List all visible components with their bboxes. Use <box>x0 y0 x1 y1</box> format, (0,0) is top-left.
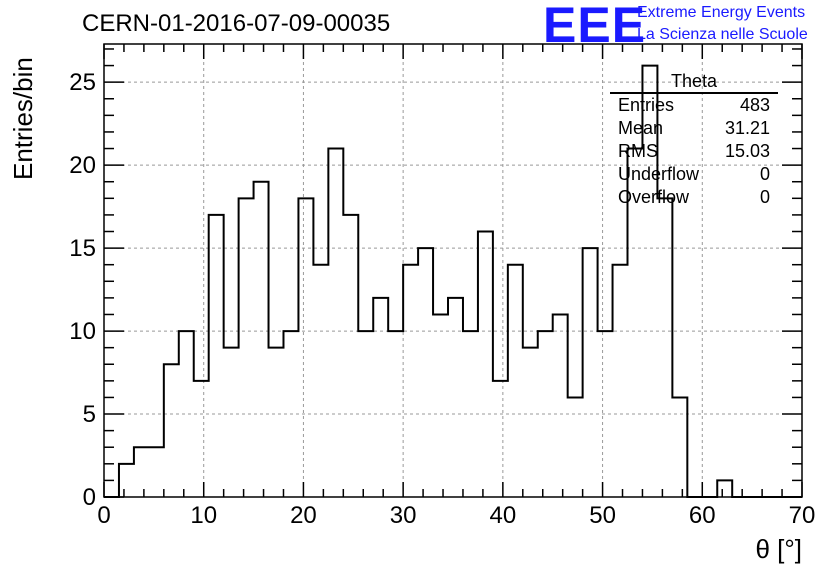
histogram-bin <box>343 215 358 497</box>
x-tick-label: 30 <box>390 502 417 529</box>
logo-line-2: La Scienza nelle Scuole <box>637 26 808 43</box>
x-tick-label: 50 <box>589 502 616 529</box>
y-axis-label: Entries/bin <box>8 57 38 180</box>
eee-logo-mark: EEE <box>543 0 647 53</box>
histogram-bin <box>493 381 508 497</box>
histogram-step-line <box>104 64 802 498</box>
histogram-bin <box>433 314 448 497</box>
histogram-bin <box>508 265 523 497</box>
chart-title: CERN-01-2016-07-09-00035 <box>82 10 391 37</box>
stats-value: 31.21 <box>724 118 770 138</box>
histogram-bin <box>538 331 553 497</box>
histogram-bin <box>717 480 732 497</box>
histogram-bin <box>313 265 328 497</box>
histogram-bin <box>403 265 418 497</box>
y-tick-label: 5 <box>83 401 96 428</box>
histogram-bin <box>583 248 598 497</box>
stats-label: Overflow <box>618 187 690 207</box>
histogram-bin <box>598 331 613 497</box>
plot-frame <box>103 43 803 498</box>
x-axis-label: θ [°] <box>755 534 802 564</box>
histogram-bin <box>134 447 149 497</box>
logo-line-1: Extreme Energy Events <box>637 4 806 21</box>
histogram-bin <box>613 265 628 497</box>
stats-row-mean: Mean 31.21 <box>610 117 778 140</box>
histogram-bin <box>358 331 373 497</box>
histogram-bin <box>179 331 194 497</box>
x-tick-label: 70 <box>789 502 816 529</box>
stats-row-underflow: Underflow 0 <box>610 163 778 186</box>
y-tick-label: 20 <box>69 152 96 179</box>
histogram-bin <box>209 215 224 497</box>
histogram-bin <box>388 331 403 497</box>
histogram-bin <box>448 298 463 497</box>
histogram-bin <box>672 397 687 497</box>
histogram-bin <box>283 331 298 497</box>
histogram-bin <box>119 464 134 497</box>
grid-lines <box>104 44 802 497</box>
stats-row-rms: RMS 15.03 <box>610 140 778 163</box>
histogram-bin <box>164 364 179 497</box>
y-tick-label: 0 <box>83 484 96 511</box>
stats-value: 15.03 <box>724 141 770 161</box>
histogram-bin <box>523 348 538 497</box>
stats-label: Entries <box>618 95 675 115</box>
stats-row-entries: Entries 483 <box>610 94 778 117</box>
histogram-bin <box>463 331 478 497</box>
x-tick-label: 40 <box>490 502 517 529</box>
histogram-bin <box>239 198 254 497</box>
stats-value: 483 <box>739 95 770 115</box>
stats-row-overflow: Overflow 0 <box>610 186 778 209</box>
axis-ticks <box>103 44 803 498</box>
y-tick-label: 15 <box>69 235 96 262</box>
histogram-bin <box>418 248 433 497</box>
stats-value: 0 <box>759 164 770 184</box>
histogram-bin <box>657 198 672 497</box>
stats-label: Mean <box>618 118 664 138</box>
histogram-bin <box>194 381 209 497</box>
stats-box: Theta Entries 483 Mean 31.21 RMS 15.03 U… <box>610 70 778 209</box>
stats-label: RMS <box>618 141 658 161</box>
histogram-bin <box>568 397 583 497</box>
histogram-bin <box>254 182 269 497</box>
histogram-bin <box>298 198 313 497</box>
x-tick-label: 0 <box>97 502 110 529</box>
x-tick-label: 10 <box>190 502 217 529</box>
histogram-bin <box>478 232 493 497</box>
histogram-bin <box>149 447 164 497</box>
eee-logo-text: Extreme Energy Events La Scienza nelle S… <box>637 2 808 46</box>
stats-value: 0 <box>759 187 770 207</box>
histogram-bin <box>553 314 568 497</box>
histogram-bin <box>269 348 284 497</box>
stats-title: Theta <box>610 70 778 94</box>
x-tick-label: 20 <box>290 502 317 529</box>
x-tick-label: 60 <box>689 502 716 529</box>
histogram-bin <box>328 149 343 497</box>
y-tick-label: 10 <box>69 318 96 345</box>
histogram-bin <box>224 348 239 497</box>
y-tick-label: 25 <box>69 69 96 96</box>
tick-labels: 0 10 20 30 40 50 60 70 0 5 10 15 20 25 <box>69 69 815 529</box>
histogram-bin <box>373 298 388 497</box>
stats-label: Underflow <box>618 164 700 184</box>
